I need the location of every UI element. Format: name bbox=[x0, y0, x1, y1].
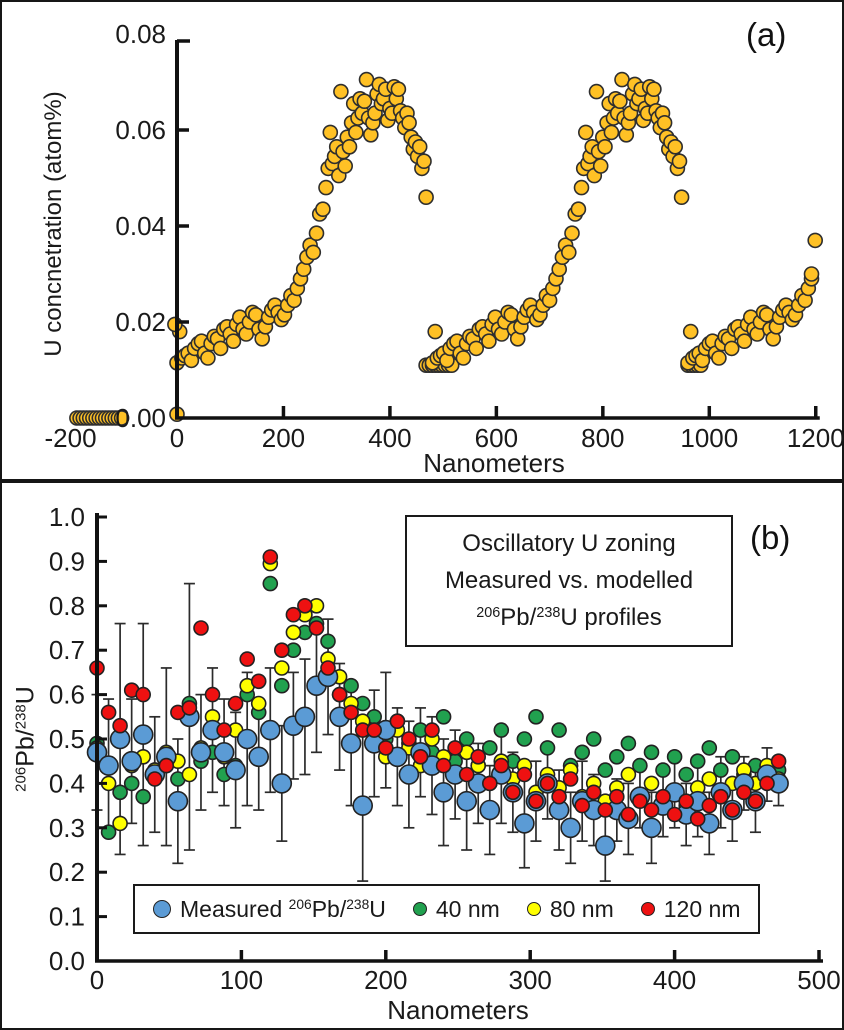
title-sup-206: 206 bbox=[476, 605, 501, 622]
panel-b-letter: (b) bbox=[750, 519, 791, 556]
svg-text:200: 200 bbox=[262, 423, 305, 453]
ylabel-end: U bbox=[11, 686, 40, 705]
svg-text:0.8: 0.8 bbox=[49, 591, 85, 621]
ylabel-mid: Pb/ bbox=[11, 729, 40, 767]
panel-a-points bbox=[69, 71, 824, 426]
svg-text:200: 200 bbox=[364, 965, 407, 995]
panel-b-x-axis-label: Nanometers bbox=[387, 995, 529, 1025]
svg-text:-200: -200 bbox=[45, 423, 97, 453]
svg-text:400: 400 bbox=[368, 423, 411, 453]
panel-b: 0.0 0.1 0.2 0.3 0.4 0.5 0.6 0.7 0.8 0.9 1.0 0 100 200… bbox=[0, 481, 844, 1030]
panel-a-plot: 0.00 0.02 0.04 0.06 0.08 -200 0 200 400 600 800 100… bbox=[45, 19, 842, 453]
svg-text:600: 600 bbox=[475, 423, 518, 453]
legend: Measured 206Pb/238U 40 nm 80 nm 120 nm bbox=[133, 884, 761, 934]
panel-b-title-box: Oscillatory U zoning Measured vs. modell… bbox=[405, 515, 733, 647]
svg-text:0: 0 bbox=[170, 423, 184, 453]
legend-label-120nm: 120 nm bbox=[663, 895, 741, 922]
svg-text:400: 400 bbox=[653, 965, 696, 995]
legend-label-measured: Measured 206Pb/238U bbox=[180, 895, 386, 922]
panel-a: 0.00 0.02 0.04 0.06 0.08 -200 0 200 400 600 800 100… bbox=[0, 0, 844, 481]
legend-item-measured: Measured 206Pb/238U bbox=[153, 896, 386, 923]
svg-text:1000: 1000 bbox=[680, 423, 738, 453]
legend-item-120nm: 120 nm bbox=[640, 895, 741, 923]
title-end: U profiles bbox=[560, 604, 662, 632]
svg-text:500: 500 bbox=[797, 965, 840, 995]
svg-text:0.4: 0.4 bbox=[49, 768, 85, 798]
panel-a-axes bbox=[175, 39, 820, 420]
legend-item-80nm: 80 nm bbox=[526, 895, 614, 923]
ylabel-sup-238: 238 bbox=[12, 704, 30, 730]
40nm-series-marker-icon bbox=[412, 902, 427, 916]
title-line-2: Measured vs. modelled bbox=[444, 567, 694, 595]
svg-text:0.5: 0.5 bbox=[49, 724, 85, 754]
title-line-3: 206Pb/238U profiles bbox=[413, 599, 725, 636]
title-line-1: Oscillatory U zoning bbox=[462, 530, 676, 557]
svg-text:0.6: 0.6 bbox=[49, 680, 85, 710]
80nm-series-marker-icon bbox=[526, 902, 541, 916]
svg-text:0.3: 0.3 bbox=[49, 813, 85, 843]
legend-label-40nm: 40 nm bbox=[435, 895, 500, 922]
legend-label-80nm: 80 nm bbox=[549, 895, 614, 922]
svg-text:0.04: 0.04 bbox=[115, 211, 166, 241]
panel-b-y-axis-label: 206Pb/238U bbox=[12, 686, 41, 792]
svg-text:300: 300 bbox=[509, 965, 552, 995]
svg-text:0.1: 0.1 bbox=[49, 902, 85, 932]
legend-item-40nm: 40 nm bbox=[412, 895, 500, 923]
120nm-series-marker-icon bbox=[640, 902, 655, 916]
svg-text:0.7: 0.7 bbox=[49, 635, 85, 665]
panel-a-y-axis-label: U concnetration (atom%) bbox=[40, 91, 67, 357]
svg-text:0.00: 0.00 bbox=[115, 403, 166, 433]
svg-text:0.08: 0.08 bbox=[115, 19, 166, 49]
svg-text:1200: 1200 bbox=[787, 423, 842, 453]
svg-text:100: 100 bbox=[220, 965, 263, 995]
ylabel-sup-206: 206 bbox=[12, 766, 30, 792]
svg-text:800: 800 bbox=[581, 423, 624, 453]
svg-text:0: 0 bbox=[90, 965, 104, 995]
panel-a-tick-labels: 0.00 0.02 0.04 0.06 0.08 -200 0 200 400 600 800 100… bbox=[45, 19, 842, 453]
panel-b-series-3 bbox=[89, 549, 787, 827]
svg-text:0.06: 0.06 bbox=[115, 115, 166, 145]
measured-series-marker-icon bbox=[153, 900, 171, 918]
title-sup-238: 238 bbox=[536, 605, 561, 622]
panel-b-tick-labels: 0.0 0.1 0.2 0.3 0.4 0.5 0.6 0.7 0.8 0.9 1.0 0 100 200… bbox=[49, 502, 841, 995]
svg-text:1.0: 1.0 bbox=[49, 502, 85, 532]
svg-text:0.2: 0.2 bbox=[49, 857, 85, 887]
panel-a-x-axis-label: Nanometers bbox=[423, 448, 565, 478]
panel-b-axes bbox=[95, 513, 823, 963]
title-mid: Pb/ bbox=[500, 604, 537, 632]
svg-text:0.0: 0.0 bbox=[49, 946, 85, 976]
svg-text:0.9: 0.9 bbox=[49, 546, 85, 576]
svg-text:0.02: 0.02 bbox=[115, 307, 166, 337]
panel-b-plot: 0.0 0.1 0.2 0.3 0.4 0.5 0.6 0.7 0.8 0.9 1.0 0 100 200… bbox=[49, 502, 841, 995]
panel-a-letter: (a) bbox=[746, 16, 787, 53]
